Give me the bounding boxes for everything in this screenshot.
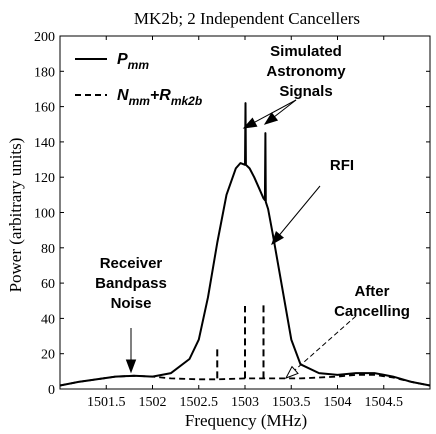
annotation-simulated-signals: Astronomy	[266, 63, 346, 80]
arrow-after-cancelling	[285, 315, 357, 379]
y-tick-label: 200	[34, 30, 55, 45]
x-tick-label: 1504	[324, 395, 352, 410]
series-layer	[59, 102, 431, 387]
y-tick-label: 160	[34, 101, 55, 116]
x-tick-label: 1504.5	[365, 395, 404, 410]
chart-title: MK2b; 2 Independent Cancellers	[134, 9, 360, 28]
x-tick-label: 1502.5	[180, 395, 219, 410]
y-tick-label: 80	[41, 242, 55, 257]
y-tick-label: 20	[41, 348, 55, 363]
annotation-receiver-noise: Receiver	[100, 255, 163, 272]
y-tick-label: 100	[34, 207, 55, 222]
y-tick-label: 40	[41, 312, 55, 327]
annotation-rfi: RFI	[330, 157, 354, 174]
x-tick-label: 1501.5	[87, 395, 126, 410]
x-tick-label: 1503.5	[272, 395, 311, 410]
legend-label-nmm-rmk2b: Nmm+Rmk2b	[117, 87, 202, 108]
y-tick-label: 140	[34, 136, 55, 151]
arrow-receiver-noise-head	[125, 359, 137, 374]
annotation-receiver-noise: Noise	[111, 295, 152, 312]
arrow-signal-2-head	[263, 112, 279, 125]
x-tick-label: 1503	[231, 395, 259, 410]
y-axis-ticks: 0 20 40 60 80 100 120 140 160 180 200	[34, 30, 430, 398]
arrow-signal-1-head	[242, 117, 258, 129]
axes-frame	[59, 35, 431, 390]
annotation-simulated-signals: Signals	[279, 83, 332, 100]
annotation-simulated-signals: Simulated	[270, 43, 342, 60]
arrow-rfi-head	[271, 231, 284, 246]
annotations-layer: Simulated Astronomy Signals RFI Receiver Band…	[95, 43, 410, 379]
y-tick-label: 180	[34, 65, 55, 80]
x-axis-ticks: 1501.5 1502 1502.5 1503 1503.5 1504 1504.5	[87, 36, 403, 410]
series-cancelled-line	[59, 373, 431, 387]
arrow-rfi	[271, 185, 321, 245]
arrow-after-cancelling-head	[284, 365, 299, 379]
annotation-after-cancelling: Cancelling	[334, 303, 410, 320]
x-tick-label: 1502	[139, 395, 167, 410]
y-axis-label: Power (arbitrary units)	[6, 138, 25, 293]
y-tick-label: 120	[34, 171, 55, 186]
x-axis-label: Frequency (MHz)	[185, 411, 307, 430]
y-tick-label: 60	[41, 277, 55, 292]
y-tick-label: 0	[48, 383, 55, 398]
series-pmm-line	[59, 102, 431, 387]
legend-label-pmm: Pmm	[117, 51, 149, 72]
annotation-after-cancelling: After	[354, 283, 389, 300]
annotation-receiver-noise: Bandpass	[95, 275, 167, 292]
legend: Pmm Nmm+Rmk2b	[75, 51, 202, 108]
